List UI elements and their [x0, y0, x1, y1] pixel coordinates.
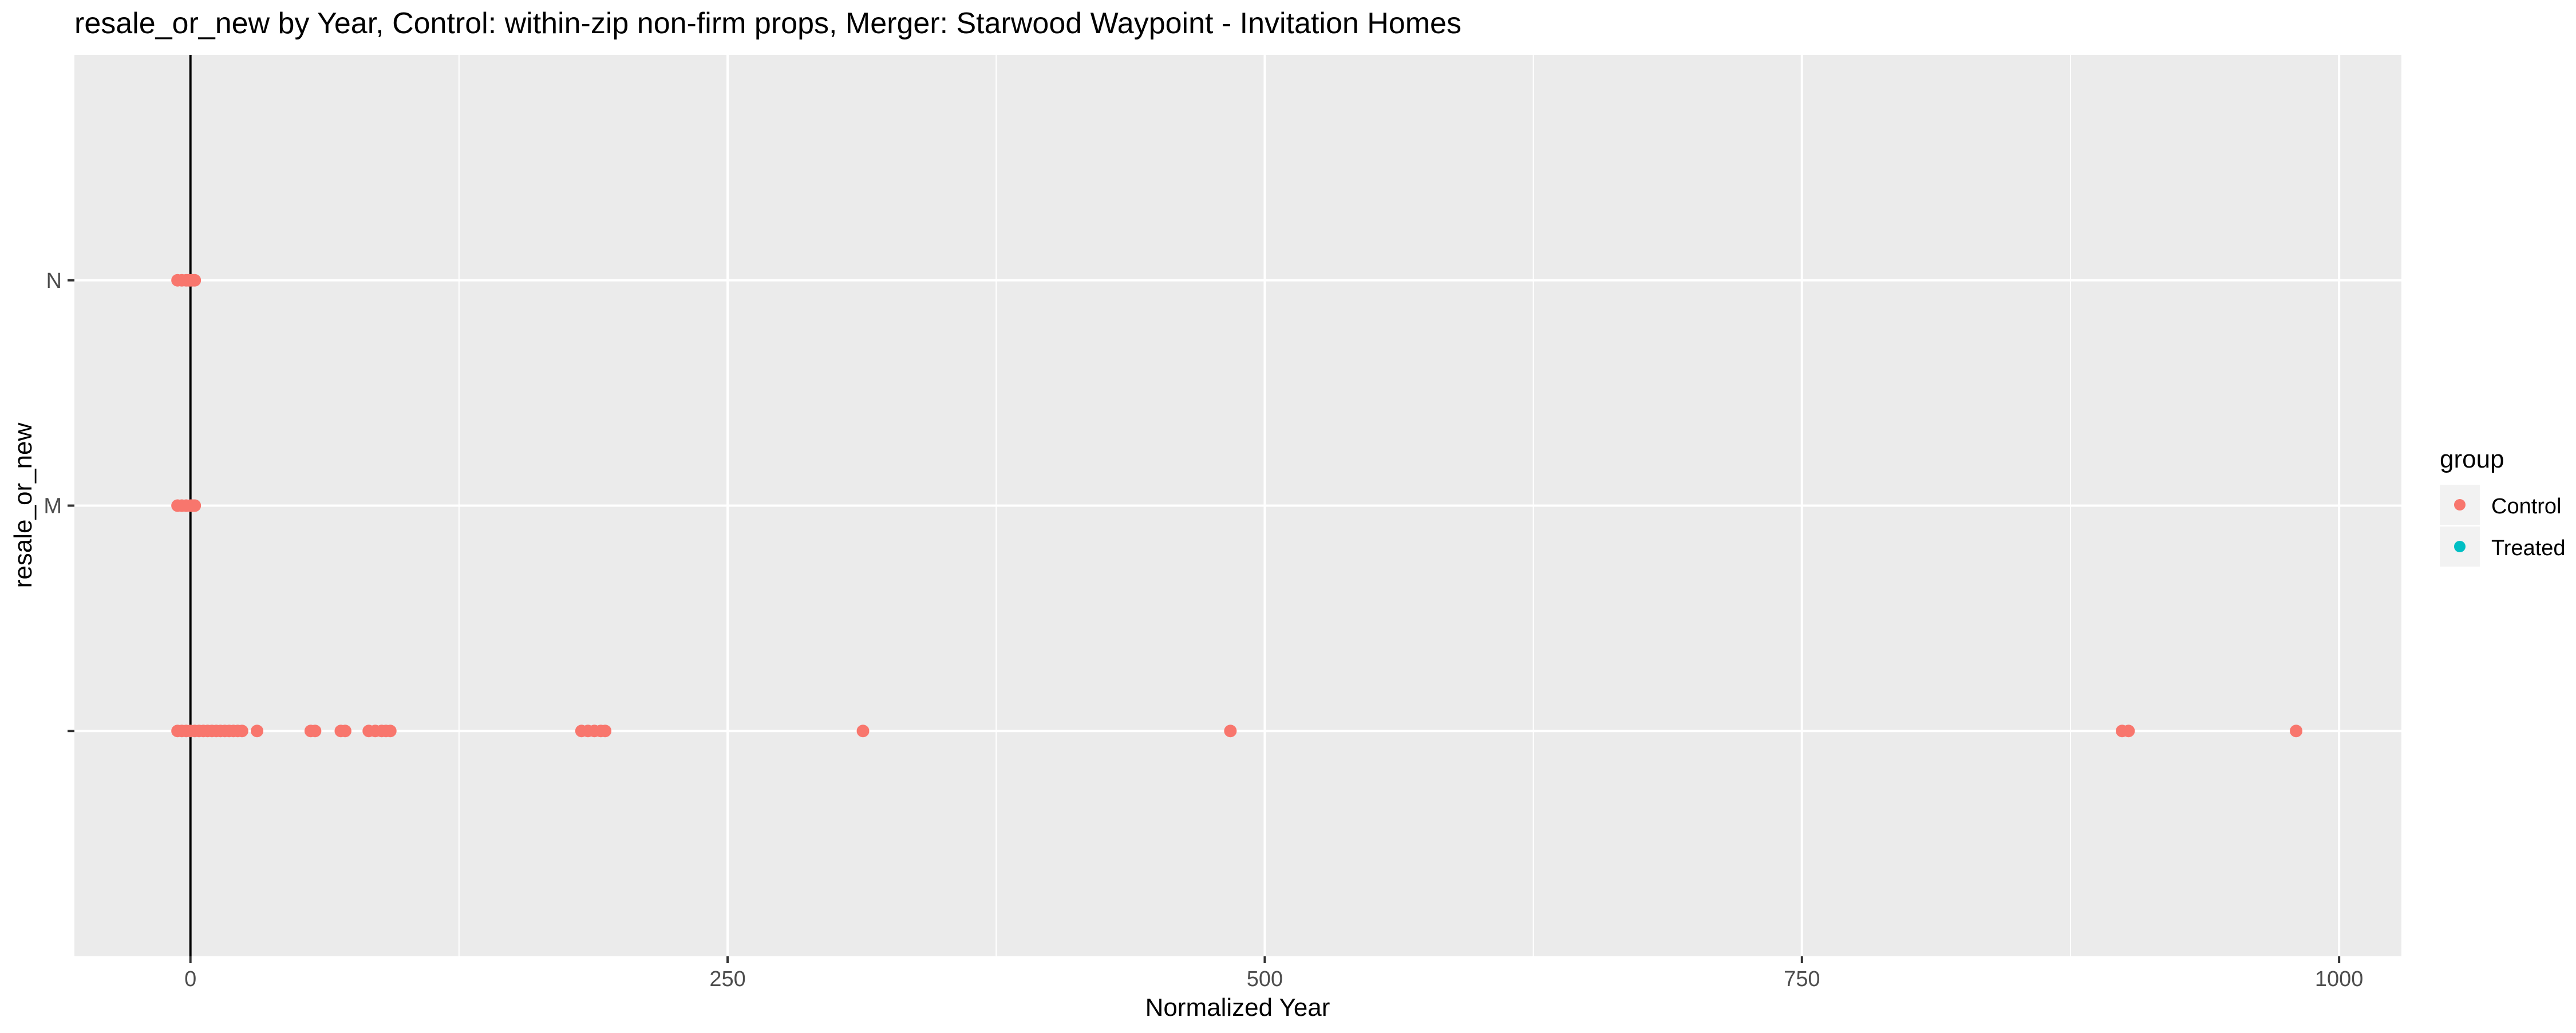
data-point-control: [188, 499, 202, 512]
x-tick-label: 750: [1784, 967, 1820, 991]
data-points: [171, 274, 2303, 738]
data-point-control: [2290, 725, 2303, 738]
data-point-control: [251, 725, 264, 738]
x-tick-label: 500: [1247, 967, 1283, 991]
legend-marker-control: [2454, 499, 2466, 510]
data-point-control: [599, 725, 612, 738]
data-point-control: [309, 725, 322, 738]
x-axis-label: Normalized Year: [1145, 994, 1330, 1022]
x-axis: 0 250 500 750 1000: [184, 956, 2363, 991]
grid-lines: [74, 55, 2401, 956]
y-tick-label: N: [46, 269, 62, 293]
legend: group Control Treated: [2440, 445, 2566, 567]
y-axis-label: resale_or_new: [9, 422, 37, 588]
x-tick-label: 0: [184, 967, 196, 991]
legend-title: group: [2440, 445, 2504, 473]
legend-label-control: Control: [2491, 494, 2562, 519]
data-point-control: [1224, 725, 1237, 738]
y-tick-label: M: [44, 494, 62, 519]
x-tick-label: 1000: [2315, 967, 2364, 991]
x-tick-label: 250: [709, 967, 745, 991]
legend-label-treated: Treated: [2491, 536, 2566, 560]
data-point-control: [856, 725, 870, 738]
data-point-control: [188, 274, 202, 287]
y-axis: MN: [44, 269, 74, 733]
chart-title: resale_or_new by Year, Control: within-z…: [74, 7, 1461, 40]
data-point-control: [384, 725, 397, 738]
legend-marker-treated: [2454, 541, 2466, 552]
data-point-control: [235, 725, 248, 738]
data-point-control: [2122, 725, 2135, 738]
data-point-control: [338, 725, 351, 738]
